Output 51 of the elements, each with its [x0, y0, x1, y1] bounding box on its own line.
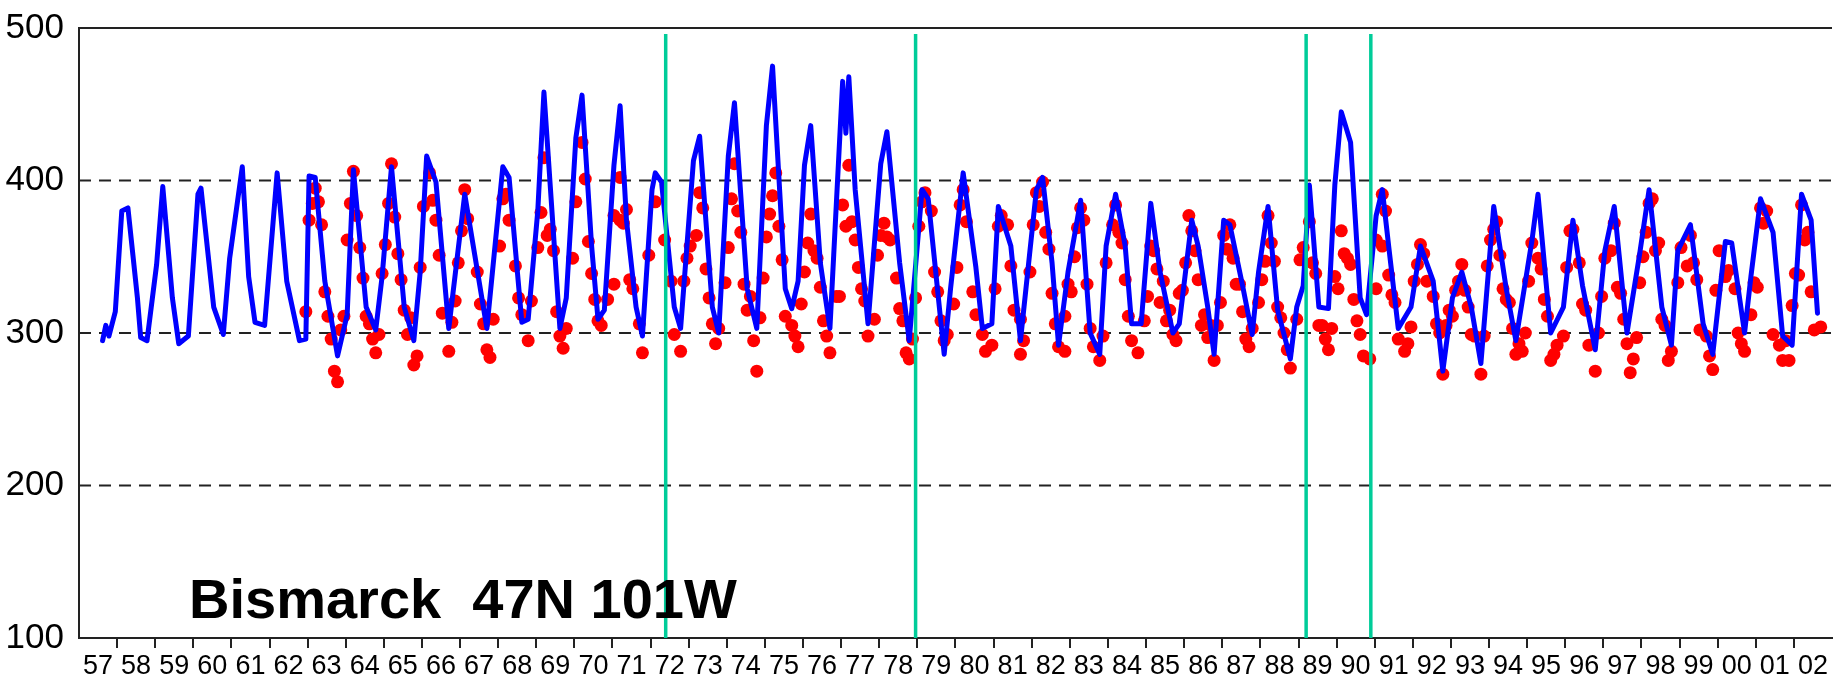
x-tick-label: 92: [1416, 649, 1447, 680]
x-tick-label: 94: [1493, 649, 1524, 680]
x-tick-label: 66: [425, 649, 456, 680]
x-tick-label: 72: [654, 649, 685, 680]
x-tick-label: 89: [1302, 649, 1333, 680]
x-tick-label: 59: [159, 649, 190, 680]
x-tick-label: 61: [235, 649, 266, 680]
x-tick-label: 65: [387, 649, 418, 680]
x-tick-label: 63: [311, 649, 342, 680]
x-tick-label: 83: [1073, 649, 1104, 680]
x-tick-label: 60: [197, 649, 228, 680]
x-tick-label: 79: [921, 649, 952, 680]
x-tick-label: 93: [1454, 649, 1485, 680]
x-tick-label: 67: [464, 649, 495, 680]
x-tick-label: 98: [1645, 649, 1676, 680]
x-tick-label: 87: [1226, 649, 1257, 680]
x-tick-label: 96: [1569, 649, 1600, 680]
x-tick-label: 02: [1797, 649, 1828, 680]
x-tick-label: 82: [1035, 649, 1066, 680]
x-tick-label: 77: [845, 649, 876, 680]
y-tick-label: 100: [5, 615, 64, 655]
x-tick-label: 97: [1607, 649, 1638, 680]
x-tick-label: 64: [349, 649, 380, 680]
y-tick-label: 400: [5, 158, 64, 198]
x-tick-label: 88: [1264, 649, 1295, 680]
x-tick-label: 84: [1111, 649, 1142, 680]
x-tick-label: 78: [883, 649, 914, 680]
x-tick-label: 58: [121, 649, 152, 680]
x-tick-label: 57: [82, 649, 114, 680]
x-tick-label: 95: [1531, 649, 1562, 680]
x-tick-label: 85: [1150, 649, 1181, 680]
x-tick-label: 91: [1378, 649, 1409, 680]
x-tick-label: 74: [730, 649, 761, 680]
x-tick-label: 62: [273, 649, 304, 680]
x-tick-label: 01: [1759, 649, 1790, 680]
x-tick-label: 99: [1683, 649, 1714, 680]
y-tick-label: 200: [5, 463, 64, 503]
x-tick-label: 73: [692, 649, 723, 680]
x-tick-label: 81: [997, 649, 1028, 680]
x-tick-label: 68: [502, 649, 533, 680]
x-tick-label: 71: [616, 649, 647, 680]
x-tick-label: 76: [807, 649, 838, 680]
y-tick-label: 500: [5, 5, 64, 45]
x-tick-label: 80: [959, 649, 990, 680]
x-tick-label: 69: [540, 649, 571, 680]
x-tick-label: 86: [1188, 649, 1219, 680]
y-tick-label: 300: [5, 310, 64, 350]
x-tick-label: 90: [1340, 649, 1371, 680]
x-tick-label: 00: [1721, 649, 1752, 680]
x-tick-label: 70: [578, 649, 609, 680]
x-tick-label: 75: [768, 649, 799, 680]
